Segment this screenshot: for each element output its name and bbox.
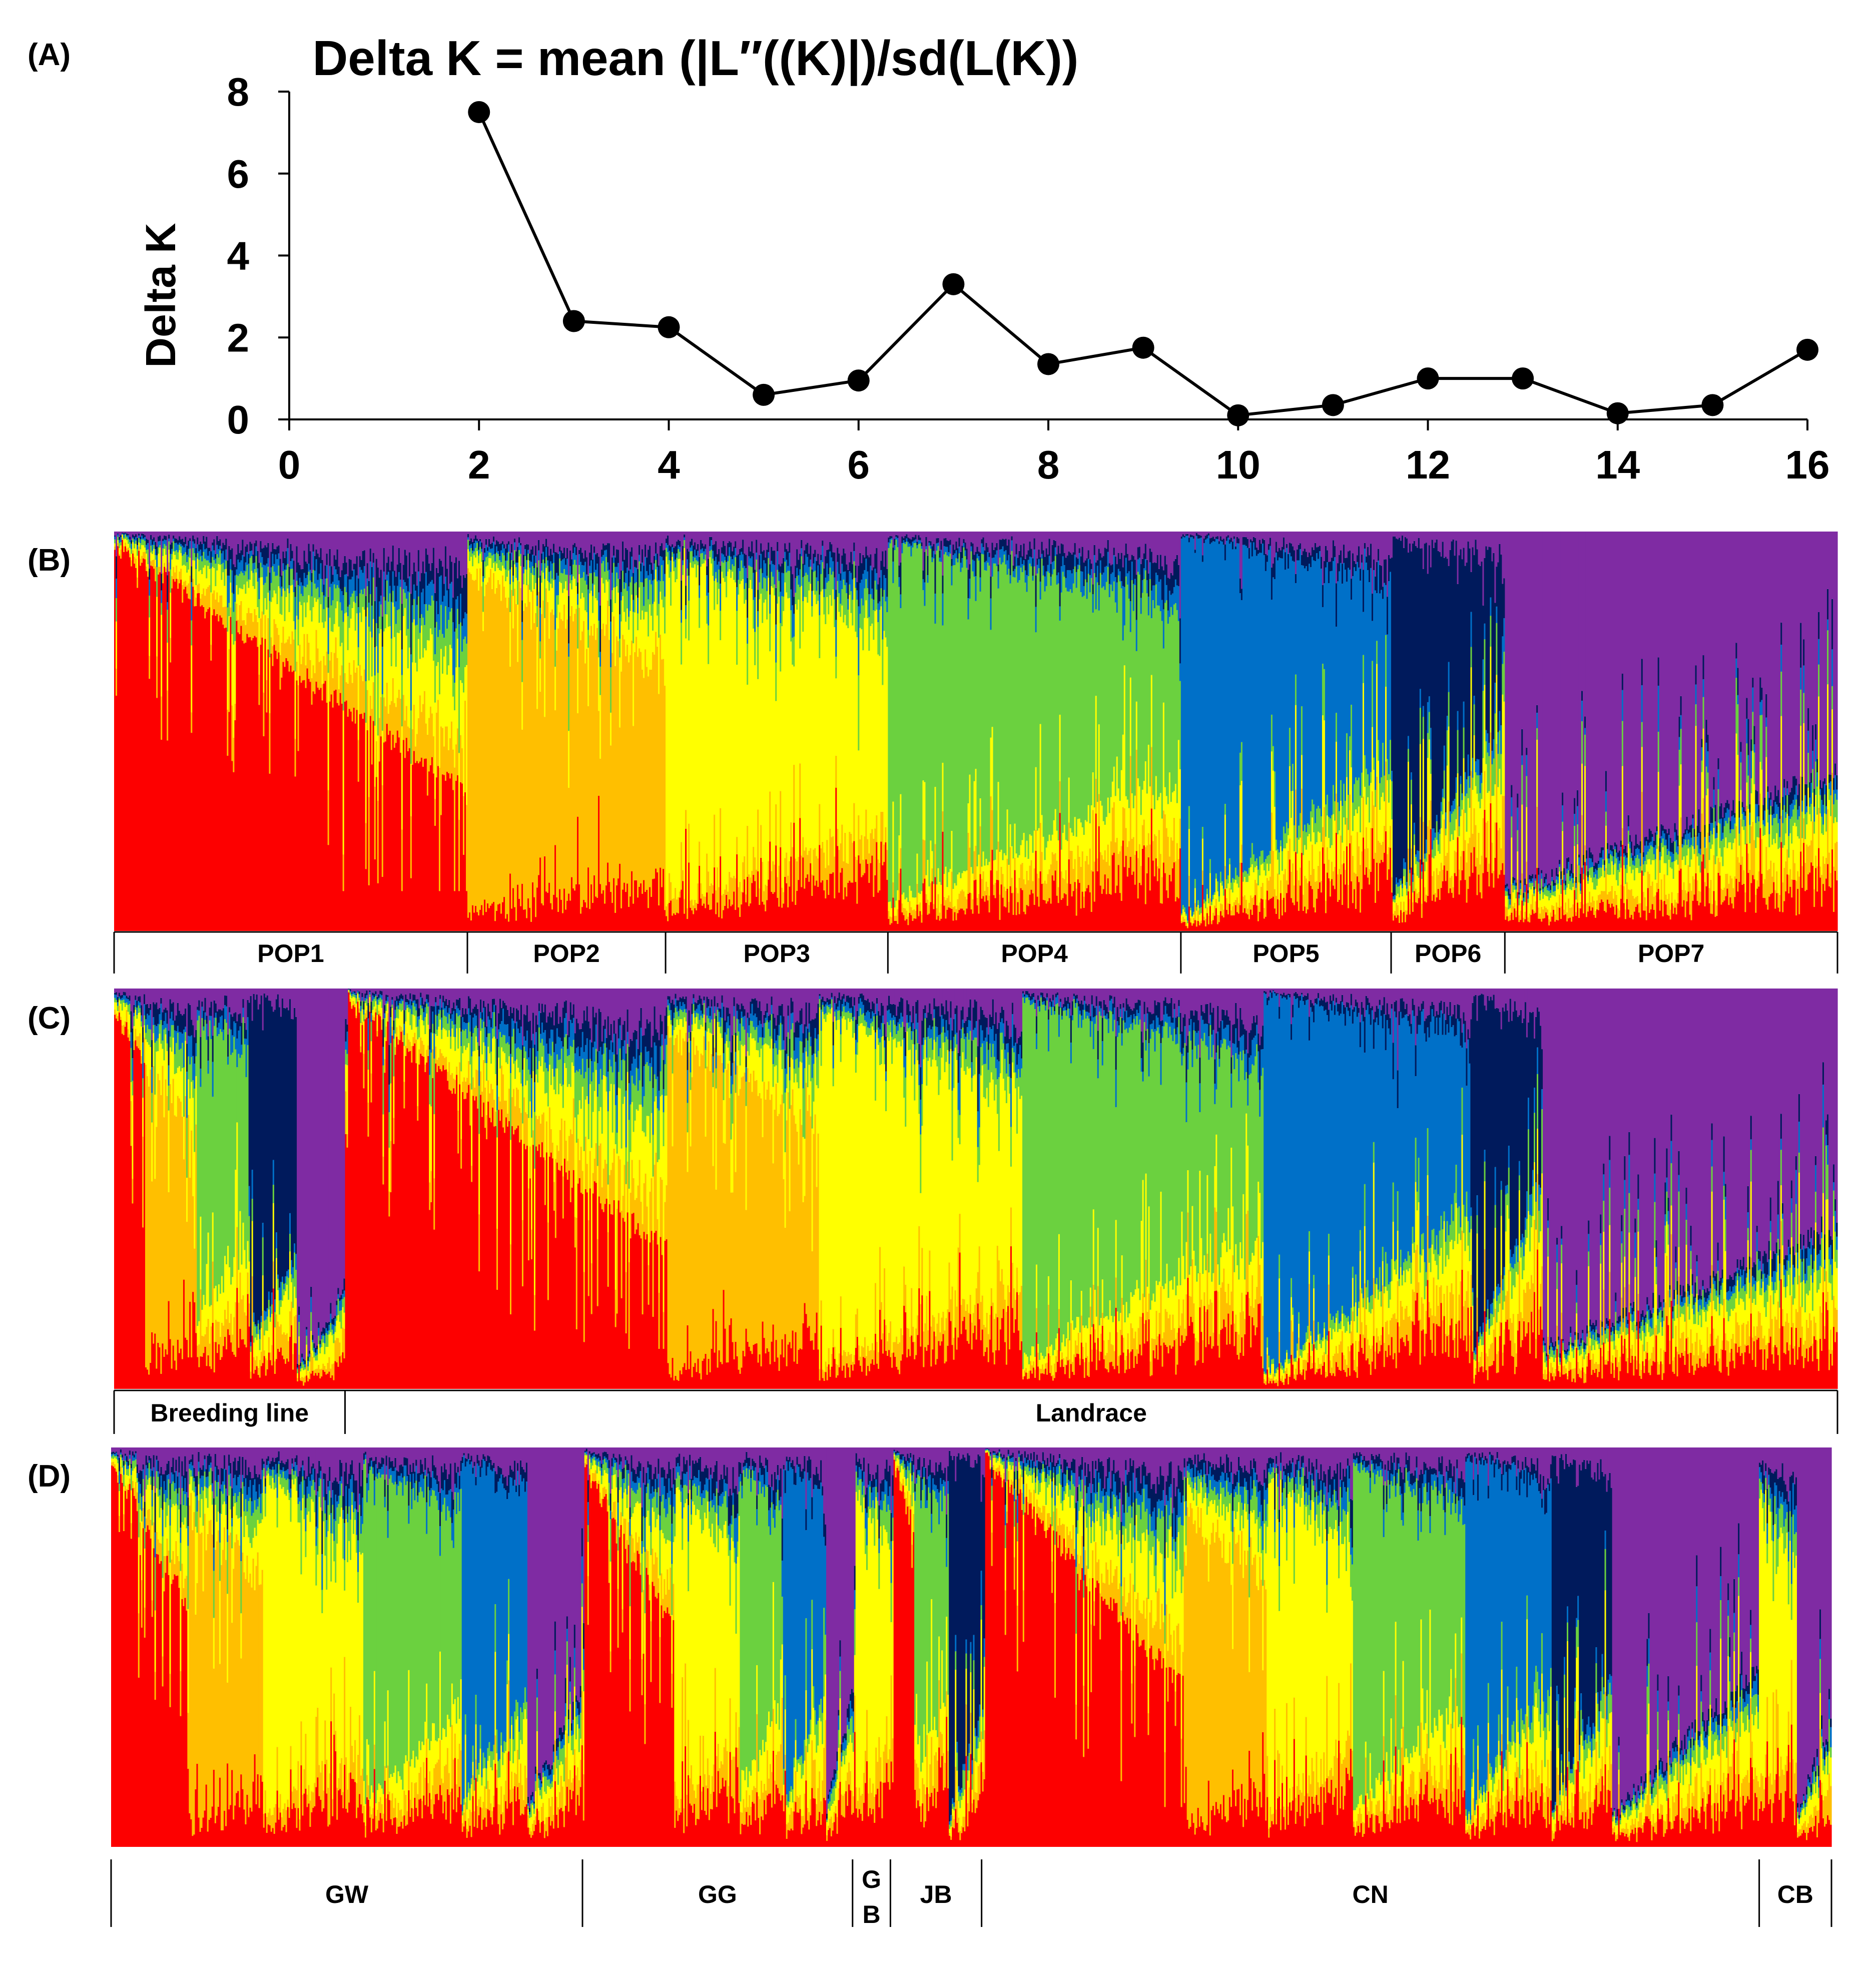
delta-k-point	[848, 369, 870, 391]
x-tick-label: 4	[658, 442, 680, 487]
y-tick-label: 6	[227, 152, 250, 196]
delta-k-point	[1417, 367, 1439, 389]
panel-a-delta-k-chart: (A) Delta K = mean (|L″((K)|)/sd(L(K)) D…	[28, 31, 1829, 487]
delta-k-line	[479, 112, 1807, 415]
delta-k-point	[1037, 353, 1059, 375]
tick-labels: 0 2 4 6 8 10 12 14 16 0 2 4 6 8	[227, 70, 1830, 487]
y-tick-label: 2	[227, 315, 250, 360]
x-tick-label: 8	[1037, 442, 1060, 487]
ancestry-bars-b	[114, 532, 1838, 931]
axes	[278, 92, 1807, 430]
panel-b-label: (B)	[28, 543, 71, 578]
delta-k-point	[1701, 394, 1723, 416]
x-tick-label: 16	[1785, 442, 1830, 487]
delta-k-point	[1512, 367, 1534, 389]
x-tick-label: 6	[848, 442, 870, 487]
delta-k-series	[468, 101, 1818, 426]
x-tick-label: 12	[1406, 442, 1450, 487]
delta-k-point	[942, 273, 964, 295]
delta-k-point	[1132, 337, 1154, 359]
x-tick-label: 10	[1216, 442, 1261, 487]
delta-k-point	[1322, 394, 1344, 416]
delta-k-point	[1796, 339, 1818, 361]
x-tick-label: 14	[1595, 442, 1640, 487]
panel-b-structure-plot: (B) POP1 POP2 POP3 POP4 POP5 POP6 POP7	[28, 532, 1838, 973]
chart-title: Delta K = mean (|L″((K)|)/sd(L(K))	[313, 31, 1079, 87]
y-tick-label: 4	[227, 234, 250, 278]
panel-a-label: (A)	[28, 38, 71, 72]
delta-k-point	[1227, 404, 1249, 426]
delta-k-point	[753, 384, 775, 406]
y-tick-label: 0	[227, 397, 250, 442]
delta-k-point	[658, 316, 680, 338]
x-tick-label: 2	[468, 442, 490, 487]
x-tick-label: 0	[278, 442, 301, 487]
y-tick-label: 8	[227, 70, 250, 114]
delta-k-point	[1607, 402, 1629, 424]
y-axis-label: Delta K	[137, 223, 184, 367]
delta-k-point	[468, 101, 490, 123]
delta-k-point	[563, 310, 585, 332]
